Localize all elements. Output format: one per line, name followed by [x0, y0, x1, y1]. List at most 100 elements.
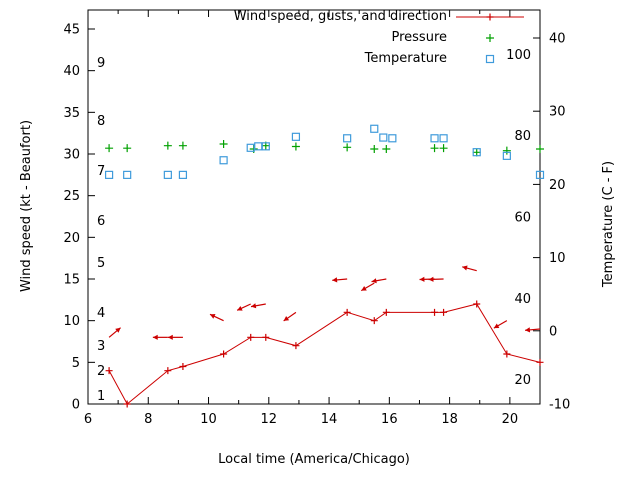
- y-right-tick-label: -10: [549, 398, 570, 413]
- y-left-tick-label: 40: [63, 64, 80, 79]
- y-left-tick-label: 35: [63, 106, 80, 121]
- y-left-tick-label: 20: [63, 231, 80, 246]
- y-left-tick-label: 15: [63, 273, 80, 288]
- y-right-axis-title: Temperature (C - F): [601, 160, 616, 288]
- pressure-point: [123, 144, 132, 153]
- wind-speed-point: [105, 367, 113, 375]
- plot-border: [87, 9, 541, 405]
- wind-gust-arrow-head: [371, 278, 377, 284]
- wind-gust-arrow-head: [462, 265, 468, 271]
- y-right-tick-label: 20: [549, 178, 566, 193]
- pressure-point: [472, 148, 481, 157]
- temperature-point: [370, 124, 379, 133]
- x-tick-label: 12: [261, 412, 278, 427]
- wind-speed-point: [343, 308, 351, 316]
- pressure-point: [370, 145, 379, 153]
- wind-gust-arrow-head: [251, 303, 257, 309]
- wind-gust-arrow-head: [332, 277, 338, 283]
- y-right-tick-label: 0: [549, 324, 557, 339]
- y-left-tick-label: 0: [72, 398, 80, 413]
- temperature-point: [502, 151, 511, 160]
- wind-speed-point: [431, 308, 439, 316]
- wind-speed-point: [164, 367, 172, 375]
- y-left-tick-label: 5: [72, 356, 80, 371]
- beaufort-scale-label: 8: [97, 114, 105, 129]
- wind-speed-point: [262, 333, 270, 341]
- x-tick-label: 8: [144, 412, 152, 427]
- pressure-point: [105, 144, 114, 153]
- temperature-point: [163, 170, 172, 179]
- temperature-point: [104, 170, 114, 179]
- beaufort-scale-label: 9: [97, 56, 105, 71]
- wind-gust-arrow-head: [428, 276, 434, 282]
- beaufort-scale-label: 2: [97, 364, 105, 379]
- fahrenheit-scale-label: 60: [514, 210, 531, 225]
- y-left-tick-label: 25: [63, 189, 80, 204]
- pressure-point: [178, 141, 187, 150]
- legend-wind-sample-marker: [486, 13, 494, 21]
- beaufort-scale-label: 5: [97, 256, 105, 271]
- fahrenheit-scale-label: 80: [514, 129, 531, 144]
- y-right-tick-label: 30: [549, 105, 566, 120]
- legend-temperature-sample-marker: [485, 54, 495, 64]
- wind-gust-arrow-head: [361, 286, 367, 291]
- temperature-point: [178, 170, 188, 179]
- temperature-point: [439, 134, 448, 143]
- pressure-point: [502, 146, 511, 155]
- x-tick-label: 14: [321, 412, 338, 427]
- pressure-point: [163, 141, 172, 150]
- wind-gust-arrow-head: [152, 334, 158, 340]
- beaufort-scale-label: 3: [97, 339, 105, 354]
- beaufort-scale-label: 6: [97, 214, 105, 229]
- fahrenheit-scale-label: 20: [514, 373, 531, 388]
- pressure-point: [439, 144, 448, 153]
- wind-gust-arrow-head: [525, 327, 531, 333]
- x-tick-label: 16: [381, 412, 398, 427]
- wind-speed-line: [108, 303, 541, 405]
- wind-speed-point: [370, 317, 378, 325]
- y-right-tick-label: 40: [549, 32, 566, 47]
- wind-speed-point: [179, 363, 187, 370]
- temperature-point: [430, 134, 439, 143]
- legend-pressure-sample-marker: [486, 34, 494, 42]
- pressure-point: [430, 144, 439, 153]
- wind-gust-arrow-head: [283, 316, 290, 321]
- temperature-point: [472, 148, 481, 157]
- pressure-point: [219, 140, 228, 148]
- x-tick-label: 6: [84, 412, 92, 427]
- wind-speed-point: [440, 308, 448, 316]
- legend-label-pressure: Pressure: [391, 30, 447, 45]
- legend-label-temperature: Temperature: [364, 51, 447, 66]
- wind-gust-arrow-head: [419, 276, 425, 282]
- pressure-point: [536, 145, 544, 153]
- wind-gust-arrow-head: [493, 323, 500, 329]
- wind-speed-point: [247, 333, 255, 341]
- beaufort-scale-label: 1: [97, 389, 105, 404]
- y-left-tick-label: 10: [63, 314, 80, 329]
- beaufort-scale-label: 4: [97, 306, 105, 321]
- fahrenheit-scale-label: 100: [506, 48, 531, 63]
- x-tick-label: 20: [502, 412, 519, 427]
- temperature-point: [388, 134, 397, 143]
- wind-speed-point: [220, 350, 228, 358]
- x-tick-label: 18: [441, 412, 458, 427]
- temperature-point: [261, 142, 270, 151]
- y-left-tick-label: 45: [63, 23, 80, 38]
- temperature-point: [219, 156, 228, 165]
- y-left-tick-label: 30: [63, 148, 80, 163]
- temperature-point: [291, 132, 301, 141]
- wind-gust-arrow-head: [237, 305, 243, 311]
- wind-gust-arrow-head: [210, 314, 216, 319]
- temperature-point: [123, 170, 132, 179]
- wind-speed-point: [123, 400, 131, 408]
- wind-speed-point: [536, 358, 544, 366]
- wind-speed-point: [382, 308, 390, 316]
- temperature-point: [535, 170, 545, 179]
- pressure-point: [343, 143, 352, 152]
- pressure-point: [382, 145, 391, 153]
- temperature-point: [343, 134, 352, 143]
- fahrenheit-scale-label: 40: [514, 292, 531, 307]
- wind-speed-point: [473, 300, 481, 308]
- wind-speed-point: [503, 350, 511, 358]
